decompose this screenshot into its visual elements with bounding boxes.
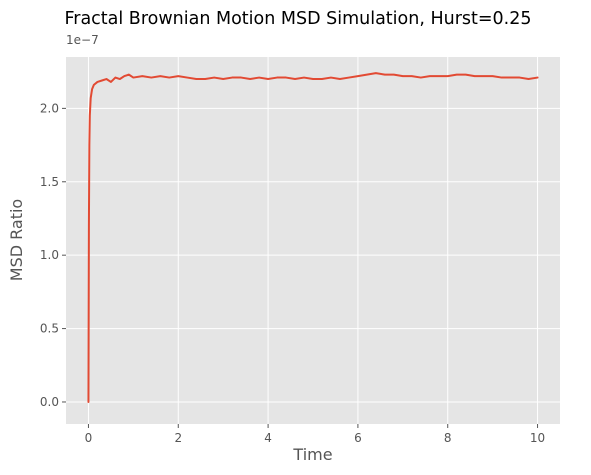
series-layer — [87, 72, 539, 403]
y-axis: 0.0 0.5 1.0 1.5 2.0 — [40, 101, 66, 409]
y-tick-label: 1.0 — [40, 248, 59, 262]
y-tick-label: 1.5 — [40, 175, 59, 189]
y-tick-label: 0.0 — [40, 395, 59, 409]
x-tick-label: 10 — [530, 431, 545, 445]
series-line-0 — [87, 72, 539, 403]
x-axis-label: Time — [292, 445, 332, 464]
chart-title: Fractal Brownian Motion MSD Simulation, … — [64, 9, 531, 29]
x-tick-label: 6 — [354, 431, 362, 445]
x-tick-label: 8 — [444, 431, 452, 445]
x-tick-label: 2 — [174, 431, 182, 445]
y-offset-text: 1e−7 — [66, 33, 99, 47]
y-tick-label: 0.5 — [40, 322, 59, 336]
y-tick-label: 2.0 — [40, 101, 59, 115]
plot-background — [66, 57, 560, 424]
x-axis: 0 2 4 6 8 10 — [85, 424, 545, 445]
y-axis-label: MSD Ratio — [7, 199, 26, 281]
x-tick-label: 4 — [264, 431, 272, 445]
x-tick-label: 0 — [85, 431, 93, 445]
grid — [66, 57, 560, 424]
